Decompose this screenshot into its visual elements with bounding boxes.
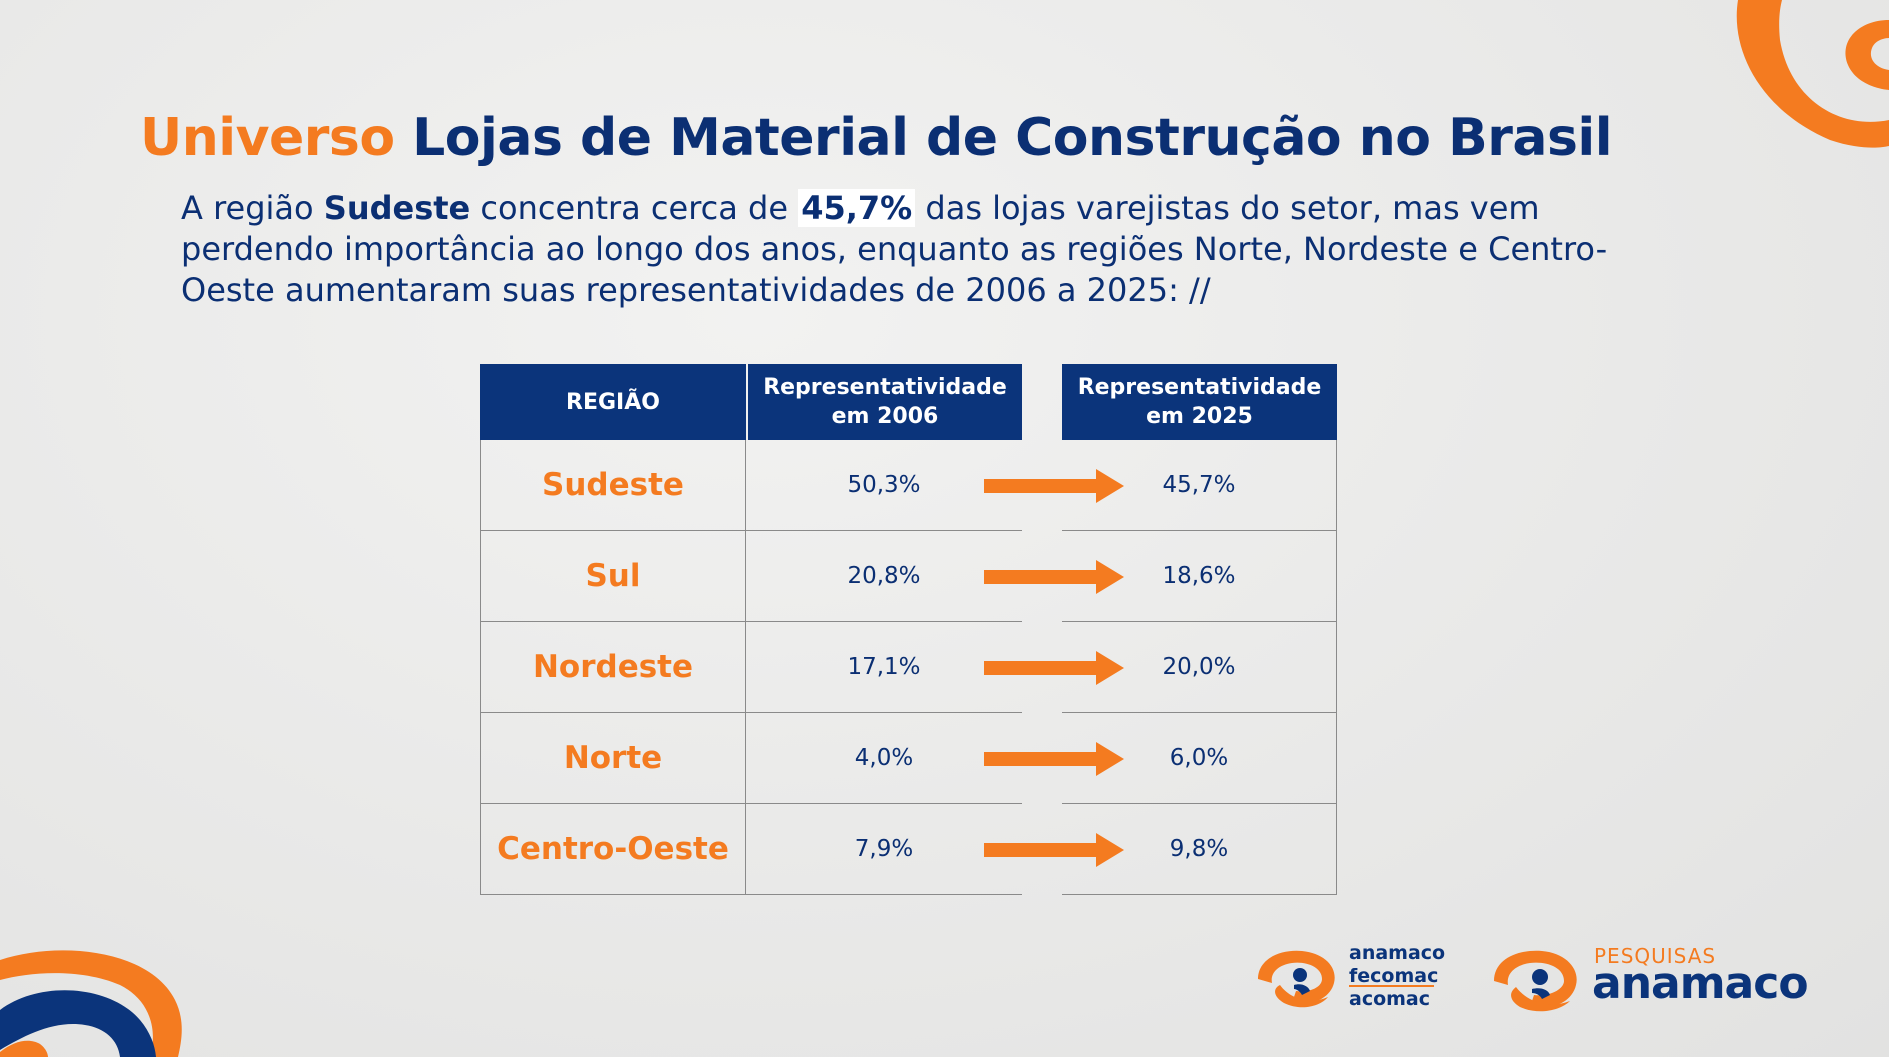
table-row: Sudeste 50,3% 45,7% xyxy=(0,440,1889,531)
value-2006-cell: 7,9% xyxy=(746,804,1022,895)
logo-org2-main: anamaco xyxy=(1592,958,1809,1009)
arrow-right-icon xyxy=(984,560,1124,594)
value-2006-cell: 50,3% xyxy=(746,440,1022,531)
header-2006-line1: Representatividade xyxy=(763,375,1007,400)
value-2025-cell: 18,6% xyxy=(1062,531,1337,622)
arrow-right-icon xyxy=(984,742,1124,776)
title-accent: Universo xyxy=(140,108,395,168)
table-row: Norte 4,0% 6,0% xyxy=(0,713,1889,804)
intro-paragraph: A região Sudeste concentra cerca de 45,7… xyxy=(181,188,1641,311)
header-2025-line2: em 2025 xyxy=(1146,404,1253,429)
page-title: Universo Lojas de Material de Construção… xyxy=(140,108,1613,168)
logo-org1-line2: fecomac xyxy=(1349,965,1439,987)
value-2006-cell: 20,8% xyxy=(746,531,1022,622)
region-cell: Sul xyxy=(480,531,746,622)
header-2006-line2: em 2006 xyxy=(831,404,939,429)
value-2025-cell: 45,7% xyxy=(1062,440,1337,531)
header-region-label: REGIÃO xyxy=(566,389,660,415)
logo-org1-divider xyxy=(1349,985,1434,987)
region-cell: Nordeste xyxy=(480,622,746,713)
value-2025-cell: 6,0% xyxy=(1062,713,1337,804)
header-2025-line1: Representatividade xyxy=(1077,375,1322,400)
value-2025-cell: 9,8% xyxy=(1062,804,1337,895)
intro-highlight-percent: 45,7% xyxy=(798,189,916,227)
logo-org1-line1: anamaco xyxy=(1349,942,1446,964)
anamaco-symbol-icon xyxy=(1258,950,1335,1008)
logo-org2-top: PESQUISAS xyxy=(1594,944,1717,968)
arrow-right-icon xyxy=(984,651,1124,685)
value-2006-cell: 17,1% xyxy=(746,622,1022,713)
logo-org1-line3: acomac xyxy=(1349,988,1431,1010)
region-cell: Norte xyxy=(480,713,746,804)
bottom-left-swoosh-decoration xyxy=(0,950,182,1057)
header-2025: Representatividade em 2025 xyxy=(1062,364,1337,440)
value-2025-cell: 20,0% xyxy=(1062,622,1337,713)
table-row: Nordeste 17,1% 20,0% xyxy=(0,622,1889,713)
table-row: Sul 20,8% 18,6% xyxy=(0,531,1889,622)
top-right-swoosh-decoration xyxy=(1736,0,1889,148)
table-row: Centro-Oeste 7,9% 9,8% xyxy=(0,804,1889,895)
intro-text-part2: concentra cerca de xyxy=(470,189,799,227)
intro-bold-region: Sudeste xyxy=(323,189,471,227)
intro-text-part1: A região xyxy=(181,189,324,227)
title-main: Lojas de Material de Construção no Brasi… xyxy=(412,108,1613,168)
region-cell: Sudeste xyxy=(480,440,746,531)
arrow-right-icon xyxy=(984,469,1124,503)
pesquisas-anamaco-symbol-icon xyxy=(1494,950,1577,1012)
intro-text-part3: das lojas varejistas do setor, mas vem p… xyxy=(181,189,1608,309)
arrow-right-icon xyxy=(984,833,1124,867)
header-region: REGIÃO xyxy=(480,364,746,440)
header-2006: Representatividade em 2006 xyxy=(748,364,1022,440)
region-cell: Centro-Oeste xyxy=(480,804,746,895)
value-2006-cell: 4,0% xyxy=(746,713,1022,804)
